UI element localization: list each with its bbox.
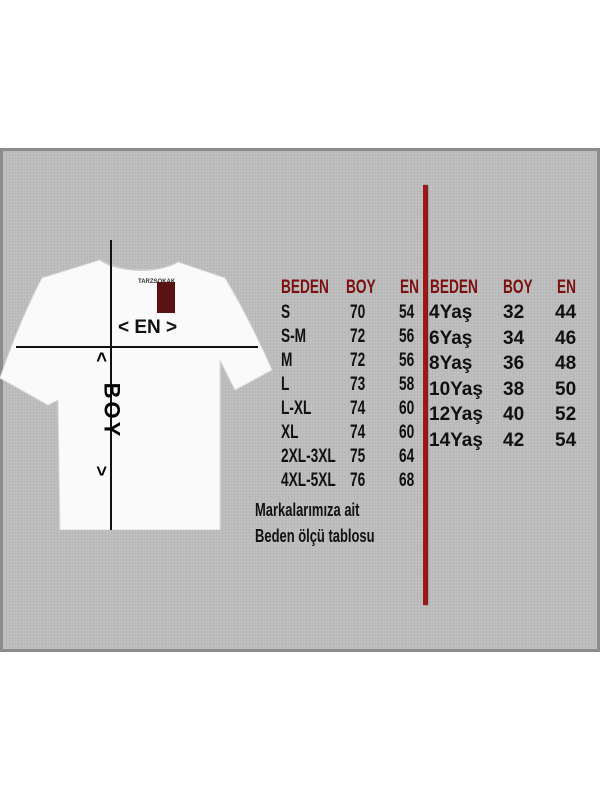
adult-cell: 70 (350, 302, 366, 323)
kids-cell: 36 (503, 353, 525, 374)
adult-cell: 68 (399, 470, 415, 491)
adult-cell: 76 (350, 470, 366, 491)
kids-cell: 40 (503, 404, 525, 425)
brand-hang-tag (157, 282, 175, 313)
kids-cell: 38 (503, 378, 525, 400)
adult-cell: 2XL-3XL (281, 446, 336, 467)
kids-header-boy: BOY (503, 277, 533, 298)
kids-cell: 32 (503, 302, 525, 323)
tshirt-illustration: TARZSOKAK (0, 240, 273, 530)
kids-header-en: EN (557, 277, 577, 298)
kids-cell: 42 (503, 429, 525, 451)
kids-cell: 10Yaş (429, 378, 483, 400)
adult-cell: 56 (399, 326, 415, 347)
kids-cell: 8Yaş (429, 353, 473, 374)
table-divider (423, 185, 427, 605)
adult-cell: 64 (399, 446, 415, 467)
kids-cell: 34 (503, 327, 525, 349)
adult-header-boy: BOY (346, 277, 376, 298)
adult-cell: 74 (350, 398, 366, 419)
adult-cell: XL (281, 422, 299, 443)
adult-cell: 56 (399, 350, 415, 371)
adult-cell: 74 (350, 422, 366, 443)
adult-header-beden: BEDEN (281, 277, 329, 298)
boy-label: BOY (99, 382, 125, 440)
kids-cell: 12Yaş (429, 404, 483, 425)
adult-cell: L (281, 374, 290, 395)
kids-cell: 6Yaş (429, 327, 473, 349)
adult-cell: 60 (399, 398, 415, 419)
kids-cell: 14Yaş (429, 429, 483, 451)
kids-cell: 50 (555, 378, 577, 400)
kids-cell: 54 (555, 429, 577, 451)
size-chart-panel (0, 148, 600, 652)
adult-cell: 60 (399, 422, 415, 443)
adult-cell: 4XL-5XL (281, 470, 336, 491)
brand-neck-label: TARZSOKAK (138, 279, 176, 285)
adult-cell: M (281, 350, 293, 371)
adult-cell: 54 (399, 302, 415, 323)
adult-header-en: EN (400, 277, 420, 298)
kids-header-beden: BEDEN (430, 277, 478, 298)
en-label: < EN > (118, 317, 178, 338)
boy-arrow-up: < (91, 351, 112, 363)
kids-cell: 4Yaş (429, 302, 473, 323)
adult-cell: S (281, 302, 291, 323)
adult-cell: 73 (350, 374, 366, 395)
boy-arrow-down: > (91, 465, 112, 477)
adult-cell: 72 (350, 326, 366, 347)
adult-cell: S-M (281, 326, 307, 347)
kids-cell: 46 (555, 327, 577, 349)
adult-cell: 58 (399, 374, 415, 395)
note-line-2: Beden ölçü tablosu (255, 526, 375, 546)
kids-cell: 44 (555, 302, 577, 323)
adult-cell: 72 (350, 350, 366, 371)
kids-cell: 48 (555, 353, 577, 374)
kids-cell: 52 (555, 404, 577, 425)
adult-cell: 75 (350, 446, 366, 467)
adult-cell: L-XL (281, 398, 312, 419)
note-line-1: Markalarımıza ait (255, 500, 360, 520)
